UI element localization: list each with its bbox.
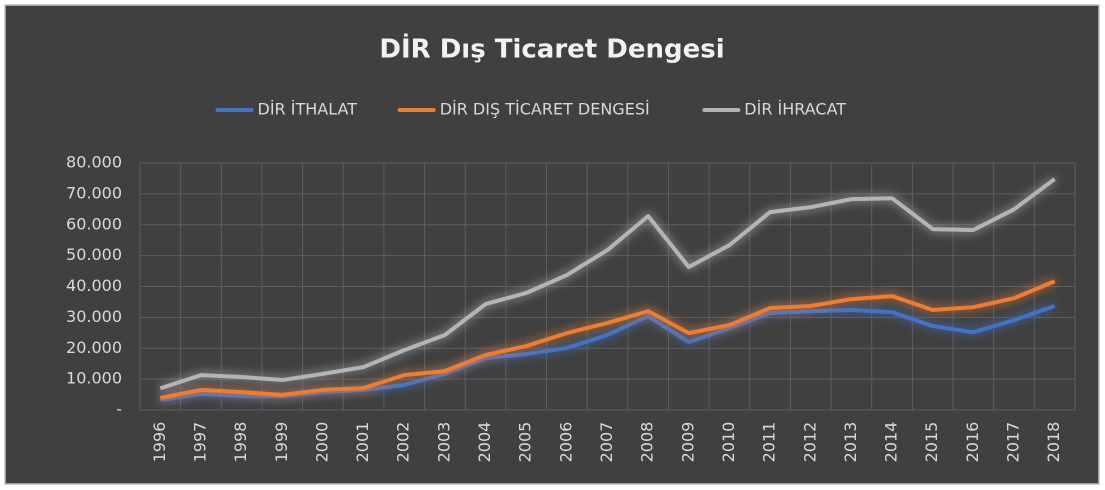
x-tick-label: 2004 [475, 422, 494, 463]
x-tick-label: 1998 [231, 422, 250, 463]
y-tick-label: 80.000 [66, 153, 122, 172]
x-tick-label: 1999 [272, 422, 291, 463]
y-tick-label: 10.000 [66, 369, 122, 388]
x-tick-label: 2003 [434, 422, 453, 463]
x-tick-label: 2006 [556, 422, 575, 463]
x-tick-label: 2008 [638, 422, 657, 463]
y-tick-label: 60.000 [66, 214, 122, 233]
x-tick-label: 2016 [963, 422, 982, 463]
legend-label: DİR İHRACAT [744, 100, 846, 119]
x-tick-label: 2018 [1044, 422, 1063, 463]
x-tick-label: 2010 [719, 422, 738, 463]
x-tick-label: 2015 [922, 422, 941, 463]
x-tick-label: 1996 [150, 422, 169, 463]
y-tick-label: 70.000 [66, 183, 122, 202]
x-tick-label: 2005 [516, 422, 535, 463]
x-tick-label: 2013 [841, 422, 860, 463]
y-tick-label: 20.000 [66, 338, 122, 357]
legend: DİR İTHALAT DİR DIŞ TİCARET DENGESİ DİR İH… [215, 100, 846, 119]
x-tick-label: 2014 [882, 422, 901, 463]
x-tick-label: 2012 [800, 422, 819, 463]
y-tick-label: 30.000 [66, 307, 122, 326]
x-tick-label: 2007 [597, 422, 616, 463]
x-tick-label: 1997 [190, 422, 209, 463]
legend-label: DİR İTHALAT [258, 100, 358, 119]
x-tick-label: 2000 [312, 422, 331, 463]
y-tick-label: 40.000 [66, 276, 122, 295]
x-tick-label: 2017 [1004, 422, 1023, 463]
chart-background [4, 4, 1100, 485]
legend-label: DİR DIŞ TİCARET DENGESİ [440, 100, 650, 119]
x-tick-label: 2001 [353, 422, 372, 463]
y-tick-label: - [116, 400, 122, 419]
y-tick-label: 50.000 [66, 245, 122, 264]
chart-title: DİR Dış Ticaret Dengesi [379, 33, 724, 65]
series-line [159, 279, 1056, 400]
x-tick-label: 2009 [678, 422, 697, 463]
series-line [159, 177, 1056, 391]
x-tick-label: 2011 [760, 422, 779, 463]
x-tick-label: 2002 [394, 422, 413, 463]
